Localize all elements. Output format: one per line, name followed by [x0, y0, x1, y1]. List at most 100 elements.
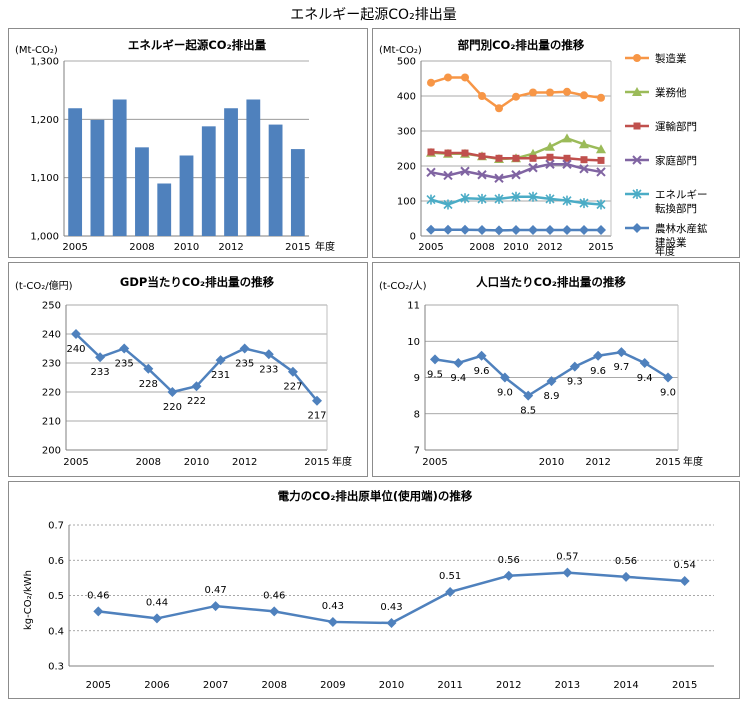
bar	[246, 99, 261, 236]
data-point	[444, 73, 452, 82]
data-point	[528, 225, 538, 236]
data-point	[563, 87, 571, 96]
data-point	[430, 354, 440, 365]
data-point	[263, 349, 274, 360]
series-line	[434, 350, 669, 398]
x-tick-label: 2005	[63, 457, 88, 468]
chart-title: 人口当たりCO₂排出量の推移	[476, 275, 626, 289]
unit-label: (t-CO₂/億円)	[15, 279, 73, 292]
data-point	[545, 159, 555, 169]
chart-title: 電力のCO₂排出原単位(使用端)の推移	[278, 489, 473, 503]
data-label: 235	[235, 359, 254, 370]
data-point	[495, 154, 503, 162]
data-point	[71, 329, 81, 339]
legend-label: 製造業	[655, 52, 687, 65]
data-point	[239, 343, 250, 354]
data-label: 8.9	[544, 391, 560, 402]
y-tick-label: 1,100	[30, 173, 59, 184]
chart-title: GDP当たりCO₂排出量の推移	[120, 275, 275, 289]
x-tick-label: 2006	[144, 680, 169, 691]
data-point	[495, 104, 503, 113]
data-label: 0.56	[615, 556, 637, 567]
data-point	[151, 613, 162, 624]
data-point	[461, 73, 469, 82]
x-tick-label: 2012	[537, 242, 562, 253]
data-point	[477, 170, 487, 180]
x-tick-label: 2012	[218, 242, 243, 253]
data-point	[679, 576, 690, 587]
data-label: 9.0	[660, 388, 676, 399]
x-unit-label: 年度	[683, 455, 703, 468]
data-point	[191, 381, 202, 392]
chart-population-co2: 人口当たりCO₂排出量の推移 (t-CO₂/人) 年度 7 8 9 10 11 2005 2010…	[379, 275, 703, 468]
bar	[90, 119, 105, 236]
x-tick-label: 2010	[503, 242, 528, 253]
y-tick-label: 0.7	[48, 521, 64, 532]
legend-marker	[632, 189, 642, 199]
bar	[224, 108, 238, 236]
legend-label: 家庭部門	[655, 154, 697, 167]
data-point	[460, 224, 470, 235]
data-point	[93, 606, 104, 617]
y-tick-label: 8	[414, 409, 420, 420]
data-point	[477, 193, 487, 204]
data-point	[312, 395, 322, 406]
x-tick-label: 2010	[174, 242, 199, 253]
data-label: 9.5	[427, 369, 443, 380]
data-label: 222	[187, 396, 206, 407]
x-tick-label: 2012	[496, 680, 521, 691]
data-point	[597, 156, 605, 164]
data-label: 0.43	[380, 602, 402, 613]
chart-title: エネルギー起源CO₂排出量	[128, 38, 267, 52]
x-tick-label: 2011	[437, 680, 462, 691]
data-label: 0.47	[204, 585, 226, 596]
legend-marker	[633, 122, 641, 130]
legend-label: エネルギー	[655, 189, 708, 201]
bar	[135, 147, 149, 236]
data-point	[499, 372, 510, 383]
data-point	[523, 390, 534, 401]
unit-label: (Mt-CO₂)	[15, 45, 58, 56]
data-label: 228	[139, 379, 158, 390]
x-tick-label: 2005	[422, 457, 447, 468]
x-tick-label: 2014	[613, 680, 638, 691]
data-label: 231	[211, 370, 230, 381]
page-title: エネルギー起源CO₂排出量	[290, 7, 457, 23]
data-label: 217	[307, 411, 326, 422]
x-tick-label: 2015	[655, 457, 680, 468]
bar	[290, 149, 305, 236]
data-label: 0.46	[263, 590, 285, 601]
x-tick-label: 2010	[379, 680, 404, 691]
y-tick-label: 500	[397, 57, 416, 68]
legend-marker	[632, 87, 642, 96]
data-point	[579, 164, 589, 174]
data-point	[545, 141, 555, 151]
data-point	[494, 225, 504, 236]
bar	[68, 108, 83, 236]
data-label: 0.54	[674, 560, 696, 571]
bar	[201, 126, 216, 236]
data-point	[579, 198, 589, 209]
data-point	[580, 156, 588, 164]
chart-panel-sector-co2: 部門別CO₂排出量の推移 (Mt-CO₂) 年度 0 100 200 300 400 500 20…	[372, 28, 740, 258]
chart-title: 部門別CO₂排出量の推移	[458, 38, 585, 52]
data-point	[503, 570, 514, 581]
data-point	[445, 586, 456, 597]
data-point	[460, 166, 470, 176]
data-point	[95, 352, 106, 363]
data-label: 9.6	[474, 366, 490, 377]
data-point	[426, 194, 436, 205]
data-point	[511, 170, 521, 180]
bar	[268, 124, 283, 236]
y-tick-label: 9	[414, 373, 420, 384]
legend-marker	[632, 155, 642, 165]
y-tick-label: 210	[42, 417, 61, 428]
data-label: 240	[66, 344, 85, 355]
data-point	[269, 606, 280, 617]
data-point	[621, 571, 632, 582]
data-point	[596, 199, 606, 210]
x-tick-label: 2015	[304, 457, 329, 468]
chart-energy-co2: エネルギー起源CO₂排出量 (Mt-CO₂) 年度 1,000 1,100 1,200 1,…	[15, 38, 335, 253]
legend-label: 建設業	[655, 236, 687, 249]
x-unit-label: 年度	[332, 455, 352, 468]
